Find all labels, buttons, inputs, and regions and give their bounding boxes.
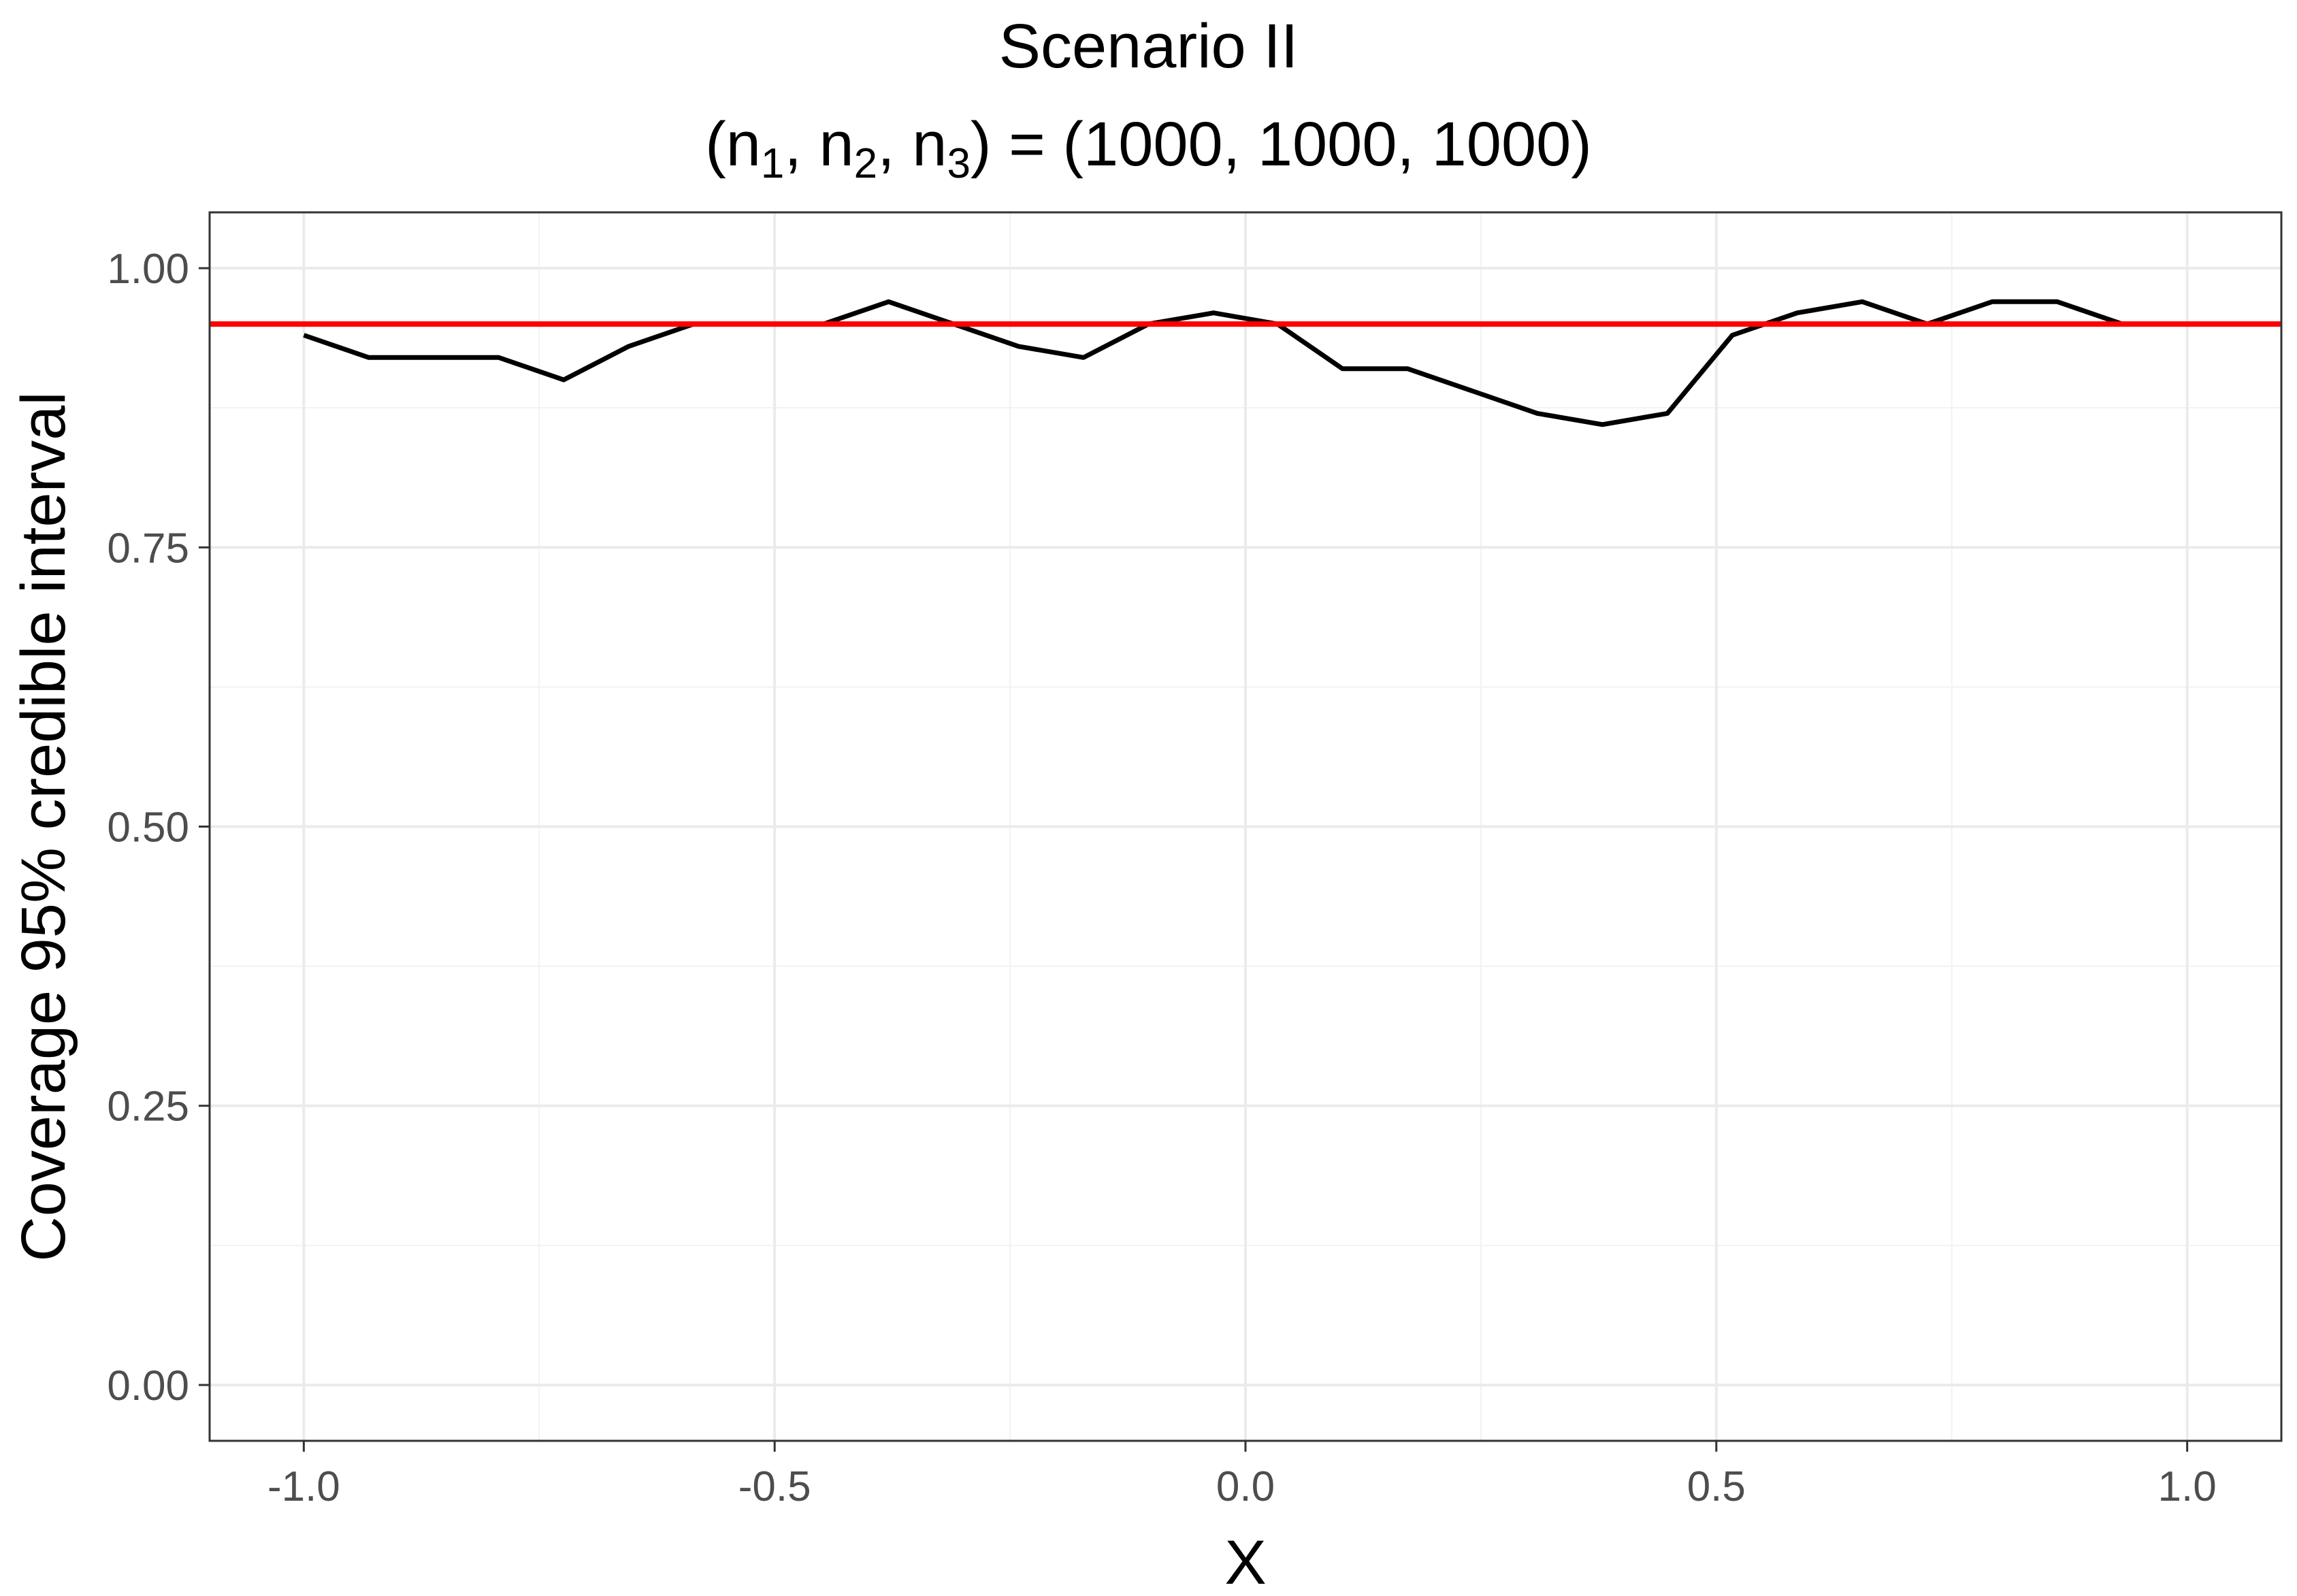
subtitle-sub-3: 3 <box>947 140 971 187</box>
series-layer <box>303 299 2187 427</box>
x-axis-label: X <box>1224 1528 1266 1596</box>
subtitle-sub-1: 1 <box>760 140 785 187</box>
y-tick-label: 0.25 <box>107 1084 189 1130</box>
chart-title: Scenario II <box>998 12 1299 81</box>
y-tick-label: 0.00 <box>107 1363 189 1410</box>
y-axis-label: Coverage 95% credible interval <box>9 391 78 1261</box>
chart-subtitle: (n1, n2, n3) = (1000, 1000, 1000) <box>0 109 2297 185</box>
subtitle-suffix: ) = (1000, 1000, 1000) <box>970 110 1592 179</box>
series-line-1 <box>303 299 2187 427</box>
panel-border <box>208 211 2283 1442</box>
y-tick-label: 0.75 <box>107 525 189 572</box>
subtitle-prefix: (n <box>705 110 761 179</box>
subtitle-mid-2: , n <box>877 110 947 179</box>
x-tick-label: 1.0 <box>2158 1463 2217 1510</box>
y-axis-ticks: 0.00 0.25 0.50 0.75 1.00 <box>107 246 210 1410</box>
y-tick-label: 1.00 <box>107 246 189 293</box>
x-tick-label: 0.5 <box>1687 1463 1746 1510</box>
subtitle-mid-1: , n <box>784 110 854 179</box>
x-tick-label: 0.0 <box>1216 1463 1275 1510</box>
x-tick-label: -1.0 <box>267 1463 340 1510</box>
x-tick-label: -0.5 <box>738 1463 811 1510</box>
major-gridlines <box>210 212 2281 1441</box>
y-tick-label: 0.50 <box>107 804 189 851</box>
x-axis-ticks: -1.0 -0.5 0.0 0.5 1.0 <box>267 1441 2217 1510</box>
subtitle-sub-2: 2 <box>853 140 878 187</box>
